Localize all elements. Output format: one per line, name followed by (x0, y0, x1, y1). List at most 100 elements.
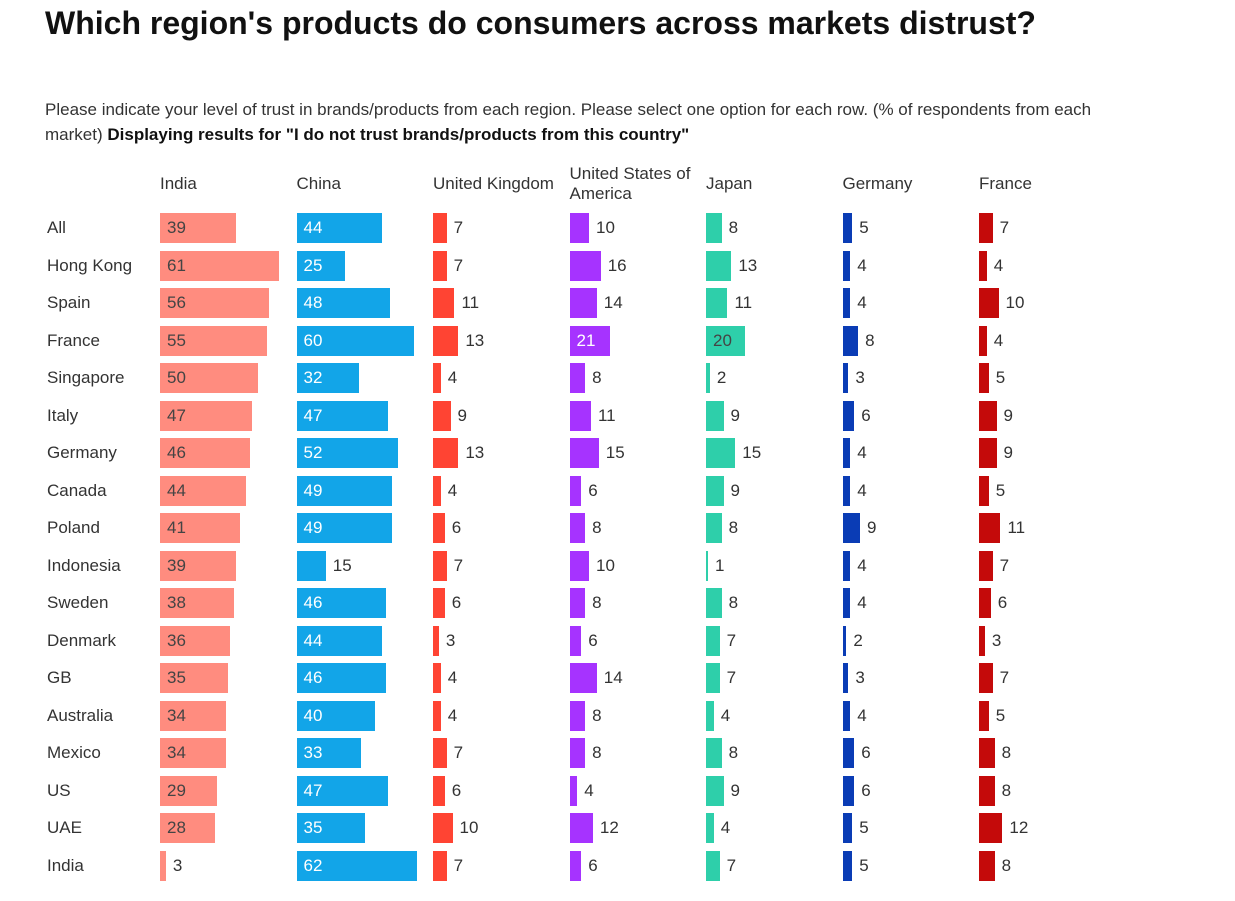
bar (842, 588, 851, 618)
bar (706, 325, 745, 356)
value-label: 56 (167, 293, 186, 312)
value-label: 13 (465, 330, 485, 350)
bar (296, 288, 391, 318)
bar (160, 663, 229, 693)
chart-title: Which region's products do consumers acr… (45, 5, 1036, 41)
bar (160, 250, 279, 281)
bar (842, 775, 855, 806)
bar (160, 513, 240, 543)
bar (569, 588, 586, 618)
bar (979, 625, 985, 656)
bar (433, 438, 459, 468)
value-label: 4 (993, 255, 1004, 275)
bar (842, 438, 851, 468)
value-label: 9 (730, 405, 741, 425)
value-label: 3 (991, 630, 1002, 650)
value-label: 6 (861, 780, 871, 800)
value-label: 4 (857, 443, 867, 462)
bar (569, 250, 601, 281)
bar (433, 813, 453, 843)
bar (979, 550, 993, 581)
bar (706, 700, 714, 731)
row-label: France (47, 330, 100, 350)
value-label: 14 (603, 293, 623, 312)
value-label: 8 (592, 705, 602, 725)
bar (160, 738, 227, 768)
bar (433, 663, 441, 693)
bar (569, 625, 582, 656)
value-label: 15 (742, 443, 762, 462)
bar (706, 363, 710, 393)
value-label: 10 (1005, 293, 1025, 312)
value-label: 15 (332, 555, 352, 575)
value-label: 8 (592, 518, 602, 537)
bar (433, 513, 445, 543)
value-label: 4 (857, 255, 867, 275)
value-label: 4 (857, 593, 867, 612)
value-label: 4 (447, 480, 458, 500)
value-label: 35 (303, 818, 323, 837)
bar (433, 700, 441, 731)
value-label: 11 (1007, 518, 1026, 537)
bar (160, 400, 252, 431)
value-label: 6 (588, 480, 598, 500)
value-label: 8 (728, 593, 739, 612)
value-label: 8 (592, 368, 602, 387)
bar (842, 813, 853, 843)
bar (433, 288, 455, 318)
bar (706, 475, 724, 506)
value-label: 50 (167, 368, 186, 387)
column-header: France (979, 174, 1032, 193)
value-label: 7 (453, 218, 464, 237)
value-label: 1 (714, 555, 725, 575)
bar (569, 213, 589, 243)
value-label: 8 (592, 743, 602, 762)
subtitle: Please indicate your level of trust in b… (45, 97, 1105, 147)
value-label: 6 (451, 518, 462, 537)
bar (433, 550, 447, 581)
value-label: 6 (588, 630, 598, 650)
bar (296, 775, 389, 806)
bar (569, 775, 578, 806)
value-label: 32 (303, 368, 323, 387)
bar (160, 700, 227, 731)
value-label: 5 (995, 368, 1006, 387)
bar (979, 850, 995, 881)
value-label: 49 (303, 518, 323, 537)
bar (296, 625, 383, 656)
bar (842, 325, 859, 356)
value-label: 5 (859, 218, 869, 237)
value-label: 41 (167, 518, 186, 537)
bar (979, 325, 987, 356)
bar (296, 850, 418, 881)
bar (979, 663, 993, 693)
bar (842, 400, 855, 431)
bar (296, 475, 393, 506)
row-label: Hong Kong (47, 255, 133, 275)
bar (979, 813, 1003, 843)
bar (706, 288, 728, 318)
bar (569, 738, 586, 768)
value-label: 4 (720, 818, 731, 837)
value-label: 8 (1001, 743, 1012, 762)
value-label: 3 (445, 630, 456, 650)
bar (160, 625, 231, 656)
row-label: UAE (47, 818, 82, 837)
row-label: Canada (47, 480, 107, 500)
value-label: 3 (172, 855, 183, 875)
row-label: Mexico (47, 743, 101, 762)
bar (569, 288, 597, 318)
column-header: United States of America (569, 164, 691, 203)
value-label: 5 (859, 818, 869, 837)
bar (979, 363, 989, 393)
value-label: 7 (999, 668, 1010, 687)
bar (842, 663, 849, 693)
bar (433, 250, 447, 281)
value-label: 62 (303, 855, 323, 875)
bar (569, 550, 589, 581)
bar (979, 588, 991, 618)
bar (160, 550, 237, 581)
value-label: 9 (1003, 405, 1014, 425)
bar (842, 738, 855, 768)
